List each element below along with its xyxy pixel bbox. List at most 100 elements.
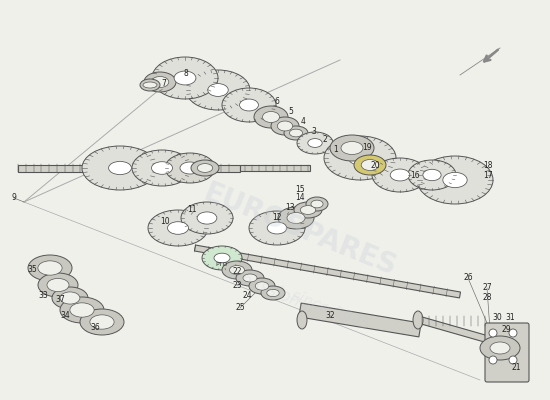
- Text: 11: 11: [187, 206, 197, 214]
- Ellipse shape: [311, 200, 323, 208]
- Ellipse shape: [267, 289, 279, 297]
- Ellipse shape: [289, 129, 302, 137]
- Ellipse shape: [60, 297, 104, 323]
- FancyBboxPatch shape: [485, 323, 529, 382]
- Ellipse shape: [278, 207, 314, 229]
- Ellipse shape: [240, 99, 258, 111]
- Circle shape: [489, 329, 497, 337]
- Polygon shape: [240, 165, 310, 171]
- Text: 20: 20: [370, 160, 380, 170]
- Ellipse shape: [38, 261, 62, 275]
- Text: 2: 2: [323, 136, 327, 144]
- Text: 4: 4: [300, 118, 305, 126]
- Polygon shape: [299, 303, 421, 337]
- Ellipse shape: [243, 274, 257, 282]
- Text: EUROSPARES: EUROSPARES: [199, 178, 400, 282]
- Text: 26: 26: [463, 274, 473, 282]
- Text: 12: 12: [272, 214, 282, 222]
- Ellipse shape: [168, 222, 189, 234]
- Text: 30: 30: [492, 314, 502, 322]
- Ellipse shape: [308, 139, 322, 148]
- Text: 22: 22: [232, 268, 242, 276]
- Ellipse shape: [287, 212, 305, 224]
- Ellipse shape: [324, 136, 396, 180]
- Ellipse shape: [140, 79, 160, 91]
- Text: 14: 14: [295, 194, 305, 202]
- Text: a passion...: a passion...: [223, 264, 317, 316]
- Ellipse shape: [361, 160, 379, 170]
- Ellipse shape: [330, 135, 374, 161]
- Ellipse shape: [443, 172, 467, 188]
- Text: since 1985: since 1985: [289, 288, 371, 332]
- Ellipse shape: [277, 121, 293, 131]
- Text: 25: 25: [235, 304, 245, 312]
- Ellipse shape: [354, 155, 386, 175]
- Ellipse shape: [249, 211, 305, 245]
- Ellipse shape: [236, 270, 264, 286]
- Ellipse shape: [372, 158, 428, 192]
- Ellipse shape: [151, 162, 173, 174]
- Ellipse shape: [255, 282, 269, 290]
- Ellipse shape: [423, 169, 441, 181]
- Polygon shape: [195, 245, 460, 298]
- Text: 15: 15: [295, 186, 305, 194]
- Circle shape: [509, 329, 517, 337]
- Ellipse shape: [417, 156, 493, 204]
- Ellipse shape: [294, 202, 322, 218]
- Ellipse shape: [47, 278, 69, 292]
- Ellipse shape: [267, 222, 287, 234]
- Text: 33: 33: [38, 290, 48, 300]
- Text: 23: 23: [232, 280, 242, 290]
- Text: 8: 8: [184, 68, 188, 78]
- Text: 3: 3: [311, 126, 316, 136]
- Ellipse shape: [261, 286, 285, 300]
- Text: 18: 18: [483, 160, 493, 170]
- Ellipse shape: [108, 161, 131, 174]
- Ellipse shape: [297, 311, 307, 329]
- Text: 34: 34: [60, 310, 70, 320]
- Text: 21: 21: [512, 364, 521, 372]
- Ellipse shape: [70, 303, 94, 317]
- Text: 5: 5: [289, 108, 294, 116]
- Ellipse shape: [284, 126, 308, 140]
- Polygon shape: [419, 317, 491, 343]
- Ellipse shape: [341, 142, 363, 154]
- Ellipse shape: [90, 315, 114, 329]
- Ellipse shape: [82, 146, 158, 190]
- Ellipse shape: [132, 150, 192, 186]
- Text: 35: 35: [27, 266, 37, 274]
- Ellipse shape: [229, 266, 245, 274]
- Ellipse shape: [408, 160, 456, 190]
- Ellipse shape: [197, 164, 213, 172]
- Ellipse shape: [413, 311, 423, 329]
- Ellipse shape: [300, 206, 316, 214]
- Text: 6: 6: [274, 96, 279, 106]
- Ellipse shape: [174, 71, 196, 85]
- Ellipse shape: [222, 88, 276, 122]
- Text: 29: 29: [501, 326, 511, 334]
- Text: 24: 24: [242, 292, 252, 300]
- Ellipse shape: [390, 169, 410, 181]
- Ellipse shape: [60, 292, 80, 304]
- Ellipse shape: [28, 255, 72, 281]
- Text: 17: 17: [483, 170, 493, 180]
- Ellipse shape: [197, 212, 217, 224]
- Ellipse shape: [214, 253, 230, 263]
- Ellipse shape: [349, 151, 371, 165]
- Polygon shape: [18, 164, 240, 172]
- Ellipse shape: [208, 84, 228, 96]
- Ellipse shape: [165, 153, 215, 183]
- Ellipse shape: [249, 278, 275, 294]
- Ellipse shape: [180, 162, 200, 174]
- Ellipse shape: [191, 160, 219, 176]
- Ellipse shape: [222, 261, 252, 279]
- Ellipse shape: [186, 70, 250, 110]
- Ellipse shape: [480, 336, 520, 360]
- Text: 9: 9: [12, 194, 16, 202]
- Circle shape: [509, 356, 517, 364]
- Text: 28: 28: [482, 294, 492, 302]
- Ellipse shape: [151, 76, 169, 88]
- Text: 32: 32: [325, 310, 335, 320]
- Text: 1: 1: [334, 144, 338, 154]
- Text: PTO: PTO: [216, 262, 228, 268]
